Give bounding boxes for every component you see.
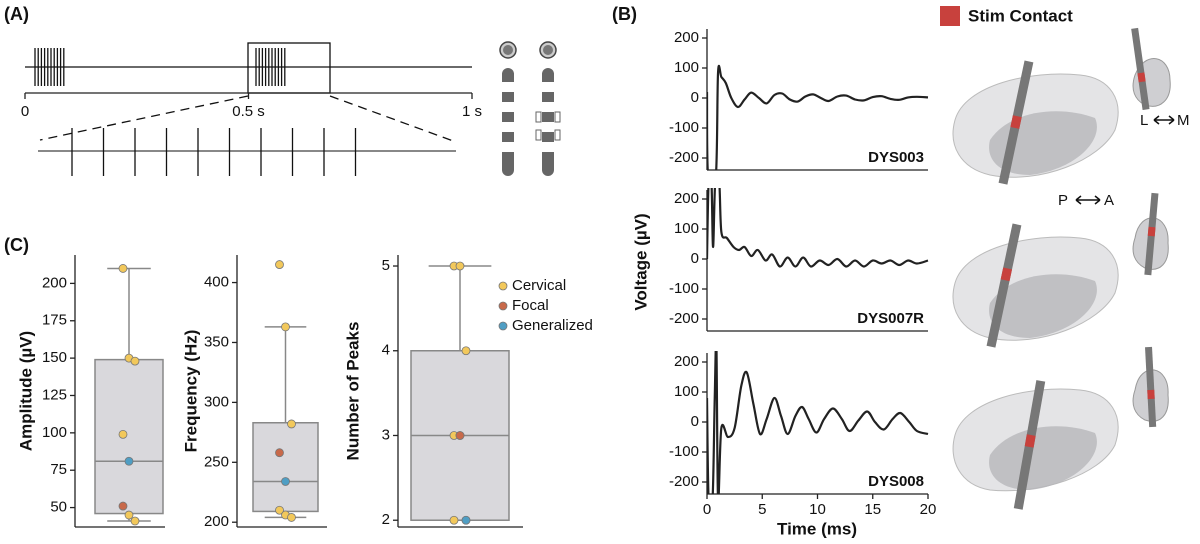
orientation-label: M xyxy=(1177,112,1190,129)
panel-label: (C) xyxy=(4,235,29,255)
data-point xyxy=(275,260,284,269)
data-point xyxy=(130,356,140,366)
y-tick-label: 2 xyxy=(382,511,390,528)
data-point xyxy=(455,261,465,271)
y-axis-title: Amplitude (µV) xyxy=(16,331,35,451)
data-point xyxy=(275,448,284,458)
y-tick-label: 400 xyxy=(204,274,229,291)
y-tick-label: -100 xyxy=(669,280,699,297)
y-tick-label: 5 xyxy=(382,257,390,274)
y-axis-title: Voltage (µV) xyxy=(631,213,650,310)
trace-label: DYS008 xyxy=(868,473,924,490)
y-tick-label: -100 xyxy=(669,119,699,136)
signal-line xyxy=(707,351,929,494)
data-point xyxy=(124,510,134,520)
data-point xyxy=(118,429,128,439)
x-tick-label: 10 xyxy=(809,501,826,518)
y-tick-label: 300 xyxy=(204,393,229,410)
legend-swatch xyxy=(498,301,508,311)
y-tick-label: 125 xyxy=(42,386,67,403)
time-tick-label: 0 xyxy=(21,103,29,120)
signal-line xyxy=(707,64,929,170)
panel-label: (B) xyxy=(612,4,637,24)
data-point xyxy=(461,346,471,356)
y-tick-label: 3 xyxy=(382,426,390,443)
y-tick-label: 100 xyxy=(42,424,67,441)
legend-label: Generalized xyxy=(512,317,593,334)
y-tick-label: 200 xyxy=(42,274,67,291)
y-tick-label: 100 xyxy=(674,220,699,237)
electrode-icons xyxy=(499,41,561,176)
y-tick-label: 0 xyxy=(691,250,699,267)
data-point xyxy=(275,505,284,515)
data-point xyxy=(118,501,128,511)
data-point xyxy=(449,515,459,525)
orientation-label: L xyxy=(1140,112,1148,129)
y-tick-label: 200 xyxy=(674,29,699,46)
orientation-label: A xyxy=(1104,192,1114,209)
time-tick-label: 0.5 s xyxy=(232,103,265,120)
trace-label: DYS003 xyxy=(868,149,924,166)
y-axis-title: Frequency (Hz) xyxy=(181,330,200,453)
data-point xyxy=(130,516,140,526)
trace-label: DYS007R xyxy=(857,310,924,327)
legend-label: Focal xyxy=(512,297,549,314)
y-tick-label: 0 xyxy=(691,413,699,430)
y-tick-label: 175 xyxy=(42,312,67,329)
y-tick-label: -200 xyxy=(669,473,699,490)
orientation-label: P xyxy=(1058,192,1068,209)
data-point xyxy=(124,456,134,466)
data-point xyxy=(281,477,290,486)
data-point xyxy=(461,515,471,525)
x-tick-label: 0 xyxy=(703,501,711,518)
y-tick-label: 0 xyxy=(691,89,699,106)
legend-swatch xyxy=(940,6,960,26)
y-tick-label: 150 xyxy=(42,349,67,366)
y-tick-label: 4 xyxy=(382,342,390,359)
y-tick-label: 200 xyxy=(204,513,229,530)
y-tick-label: 50 xyxy=(50,499,67,516)
data-point xyxy=(287,513,296,522)
data-point xyxy=(118,264,128,273)
y-tick-label: 200 xyxy=(674,353,699,370)
x-axis-title: Time (ms) xyxy=(777,519,857,538)
y-tick-label: 200 xyxy=(674,190,699,207)
legend-label: Stim Contact xyxy=(968,6,1073,25)
data-point xyxy=(287,419,296,429)
y-tick-label: -200 xyxy=(669,310,699,327)
box xyxy=(94,358,164,515)
y-tick-label: 350 xyxy=(204,333,229,350)
legend-label: Cervical xyxy=(512,277,566,294)
data-point xyxy=(281,322,290,332)
y-tick-label: -100 xyxy=(669,443,699,460)
anatomy xyxy=(952,27,1175,510)
x-tick-label: 15 xyxy=(864,501,881,518)
legend-swatch xyxy=(498,281,508,291)
stim-diagram xyxy=(25,42,472,176)
y-tick-label: 250 xyxy=(204,453,229,470)
x-tick-label: 20 xyxy=(920,501,937,518)
box xyxy=(252,422,319,513)
y-tick-label: 75 xyxy=(50,461,67,478)
panel-label: (A) xyxy=(4,4,29,24)
y-axis-title: Number of Peaks xyxy=(343,322,362,461)
data-point xyxy=(455,431,465,440)
x-tick-label: 5 xyxy=(758,501,766,518)
y-tick-label: 100 xyxy=(674,383,699,400)
legend-swatch xyxy=(498,321,508,331)
y-tick-label: 100 xyxy=(674,59,699,76)
signal-line xyxy=(707,188,929,268)
y-tick-label: -200 xyxy=(669,149,699,166)
time-tick-label: 1 s xyxy=(462,103,482,120)
